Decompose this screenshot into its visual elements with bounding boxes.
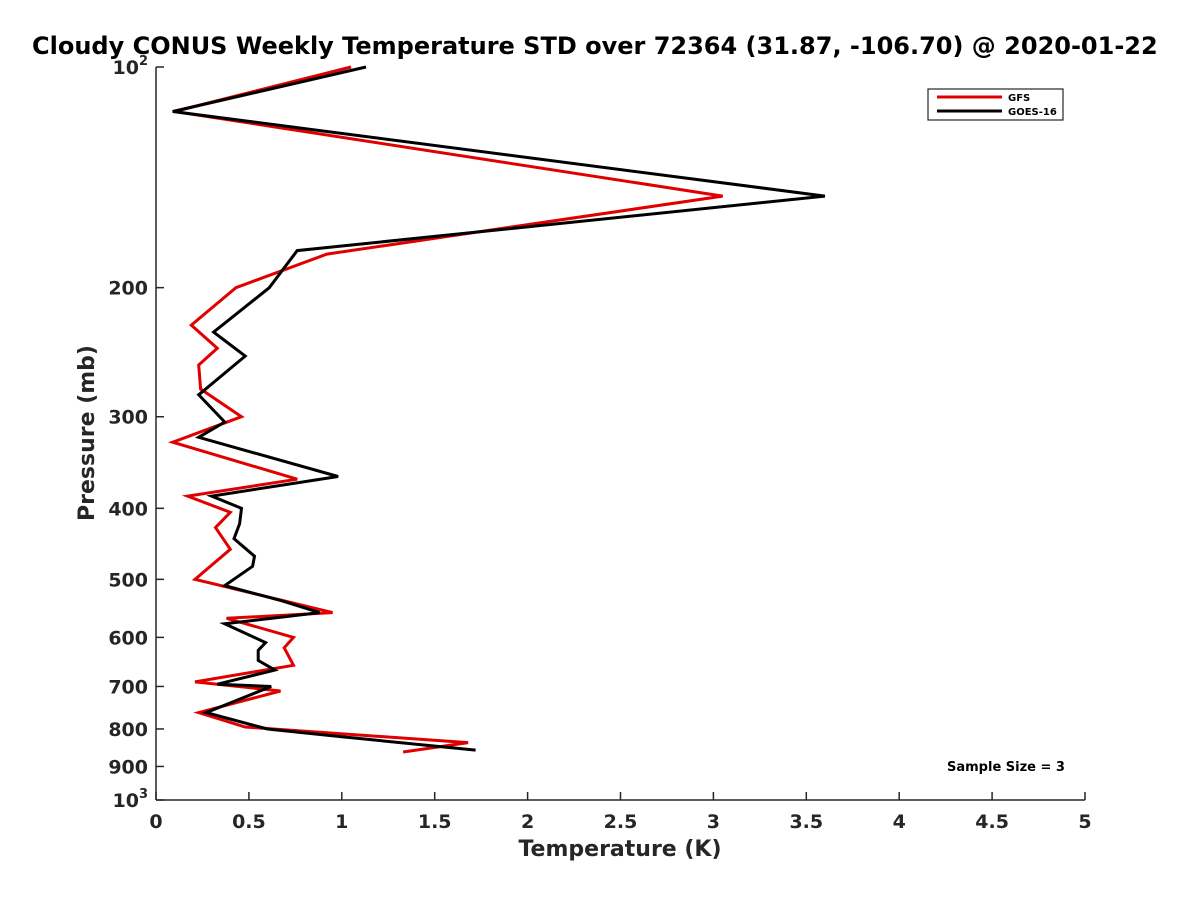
x-tick-label: 1 xyxy=(335,811,348,833)
series-line-goes-16 xyxy=(172,65,826,752)
y-axis-label: Pressure (mb) xyxy=(75,345,100,521)
legend: GFS GOES-16 xyxy=(927,88,1064,121)
chart-title: Cloudy CONUS Weekly Temperature STD over… xyxy=(32,32,1158,60)
y-tick-label: 700 xyxy=(108,676,148,698)
x-tick-label: 2 xyxy=(521,811,534,833)
y-axis-ticks: 102 200 300 400 500 600 700 800 900 103 xyxy=(108,54,164,812)
x-tick-label: 0 xyxy=(149,811,162,833)
y-tick-label: 500 xyxy=(108,569,148,591)
y-tick-label: 800 xyxy=(108,719,148,741)
sample-size-annotation: Sample Size = 3 xyxy=(947,760,1065,775)
x-tick-label: 2.5 xyxy=(604,811,638,833)
y-tick-label: 600 xyxy=(108,627,148,649)
x-axis-ticks: 0 0.5 1 1.5 2 2.5 3 3.5 4 4.5 5 xyxy=(149,792,1092,833)
y-tick-label: 300 xyxy=(108,407,148,429)
x-tick-label: 3.5 xyxy=(789,811,823,833)
y-tick-label: 103 xyxy=(113,787,149,812)
x-tick-label: 4 xyxy=(893,811,906,833)
y-tick-label: 900 xyxy=(108,756,148,778)
x-axis-label: Temperature (K) xyxy=(518,837,721,862)
legend-label-goes-16: GOES-16 xyxy=(1008,107,1057,118)
x-tick-label: 1.5 xyxy=(418,811,452,833)
y-tick-label: 200 xyxy=(108,278,148,300)
y-tick-label: 102 xyxy=(113,54,149,79)
x-tick-label: 5 xyxy=(1078,811,1091,833)
legend-box xyxy=(927,88,1064,121)
x-tick-label: 3 xyxy=(707,811,720,833)
series-layer xyxy=(167,65,826,754)
y-tick-label: 400 xyxy=(108,498,148,520)
legend-label-gfs: GFS xyxy=(1008,93,1030,104)
x-tick-label: 0.5 xyxy=(232,811,266,833)
x-tick-label: 4.5 xyxy=(975,811,1009,833)
